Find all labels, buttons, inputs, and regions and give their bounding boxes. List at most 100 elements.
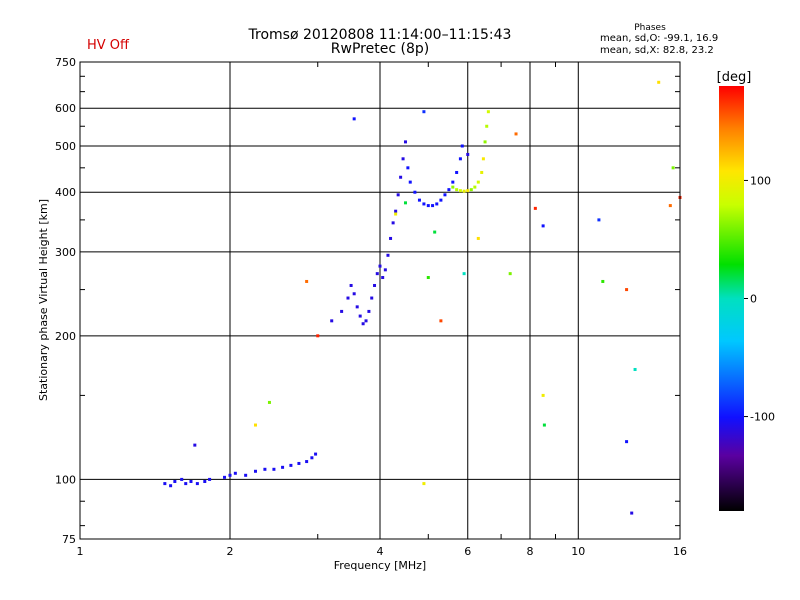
data-point: [542, 423, 546, 427]
x-tick-label: 2: [227, 545, 234, 558]
data-point: [476, 180, 480, 184]
x-axis-label: Frequency [MHz]: [334, 559, 426, 572]
x-tick-label: 1: [77, 545, 84, 558]
phase-x-stats: mean, sd,X: 82.8, 23.2: [600, 45, 714, 56]
chart-subtitle: RwPretec (8p): [330, 41, 430, 57]
series-x-mode-f2-layer: [451, 110, 490, 193]
data-point: [413, 190, 417, 194]
data-point: [466, 189, 470, 193]
data-point: [195, 482, 199, 486]
data-point: [373, 283, 377, 287]
phases-title: Phases: [634, 23, 666, 33]
major-grid: [80, 62, 680, 539]
data-point: [406, 166, 410, 170]
data-point: [281, 465, 285, 469]
colorbar-tick-label: -100: [750, 411, 775, 424]
colorbar-tick-label: 0: [750, 293, 757, 306]
data-point: [469, 188, 473, 192]
data-point: [417, 198, 421, 202]
data-point: [399, 175, 403, 179]
plot-frame: [79, 61, 681, 540]
data-point: [253, 469, 257, 473]
data-point: [458, 157, 462, 161]
data-point: [451, 185, 455, 189]
colorbar-tick-label: 100: [750, 174, 771, 187]
data-point: [394, 209, 398, 213]
data-point: [541, 224, 545, 228]
data-point: [422, 482, 426, 486]
hv-status-label: HV Off: [87, 38, 129, 53]
data-point: [310, 456, 314, 460]
data-point: [263, 467, 267, 471]
phase-o-stats: mean, sd,O: -99.1, 16.9: [600, 33, 719, 44]
y-tick-label: 400: [55, 186, 76, 199]
data-point: [358, 314, 362, 318]
data-point: [367, 309, 371, 313]
data-point: [244, 473, 248, 477]
data-point: [668, 204, 672, 208]
data-point: [625, 288, 629, 292]
data-points: [163, 80, 682, 515]
data-point: [486, 110, 490, 114]
data-point: [485, 124, 489, 128]
data-point: [396, 193, 400, 197]
data-point: [389, 236, 393, 240]
data-point: [435, 202, 439, 206]
data-point: [426, 204, 430, 208]
data-point: [408, 180, 412, 184]
data-point: [391, 221, 395, 225]
data-point: [633, 367, 637, 371]
data-point: [431, 204, 435, 208]
data-point: [447, 188, 451, 192]
data-point: [370, 296, 374, 300]
data-point: [466, 152, 470, 156]
data-point: [403, 140, 407, 144]
y-tick-label: 100: [55, 473, 76, 486]
data-point: [375, 272, 379, 276]
data-point: [601, 279, 605, 283]
data-point: [625, 440, 629, 444]
data-point: [460, 144, 464, 148]
data-point: [403, 201, 407, 205]
data-point: [473, 185, 477, 189]
y-tick-label: 500: [55, 140, 76, 153]
data-point: [297, 461, 301, 465]
data-point: [462, 189, 466, 193]
data-point: [184, 482, 188, 486]
data-point: [455, 188, 459, 192]
data-point: [630, 511, 634, 515]
data-point: [381, 276, 385, 280]
x-axis-ticks: 1 2 4 6 8 10 16: [77, 545, 688, 558]
data-point: [383, 268, 387, 272]
colorbar-unit-label: [deg]: [717, 70, 752, 85]
data-point: [401, 157, 405, 161]
data-point: [361, 322, 365, 326]
data-point: [228, 473, 232, 477]
data-point: [364, 319, 368, 323]
x-tick-label: 6: [464, 545, 471, 558]
data-point: [533, 206, 537, 210]
data-point: [253, 423, 257, 427]
series-o-mode-e-layer: [163, 452, 318, 488]
data-point: [330, 319, 334, 323]
y-tick-label: 200: [55, 330, 76, 343]
data-point: [305, 460, 309, 464]
data-point: [346, 296, 350, 300]
x-tick-label: 8: [527, 545, 534, 558]
data-point: [352, 117, 356, 121]
series-o-mode-f2-layer: [406, 144, 464, 208]
data-point: [433, 230, 437, 234]
x-tick-label: 16: [673, 545, 687, 558]
series-o-mode-f1-layer: [330, 140, 407, 326]
data-point: [378, 264, 382, 268]
data-point: [439, 319, 443, 323]
y-axis-ticks: 75 100 200 300 400 500 600 750: [55, 56, 76, 546]
data-point: [352, 292, 356, 296]
data-point: [514, 132, 518, 136]
data-point: [480, 170, 484, 174]
data-point: [394, 212, 398, 216]
data-point: [476, 236, 480, 240]
data-point: [458, 189, 462, 193]
chart-title: Tromsø 20120808 11:14:00–11:15:43: [248, 27, 512, 43]
